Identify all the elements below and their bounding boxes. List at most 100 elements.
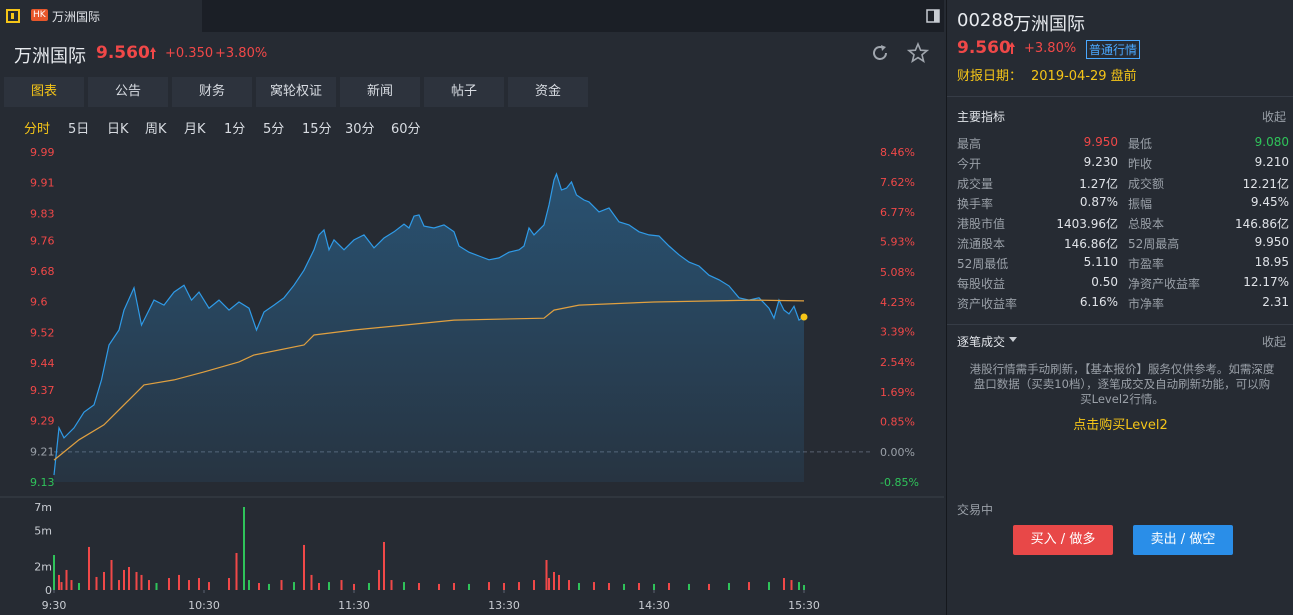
stock-price: 9.560 <box>96 43 150 63</box>
indicator-value: 0.50 <box>1091 275 1118 289</box>
stock-name: 万洲国际 <box>14 46 86 67</box>
nav-tab[interactable]: 资金 <box>508 77 588 107</box>
indicator-label: 最低 <box>1128 137 1153 151</box>
period-tab[interactable]: 周K <box>145 122 167 137</box>
indicator-value: 146.86亿 <box>1235 217 1289 231</box>
indicator-label: 昨收 <box>1128 157 1153 171</box>
volume-bar <box>123 569 125 590</box>
y-tick-label: 9.76 <box>30 234 55 247</box>
volume-bar <box>268 583 270 590</box>
volume-bar <box>228 578 230 590</box>
volume-bar <box>178 574 180 590</box>
sell-button[interactable]: 卖出 / 做空 <box>1133 525 1233 555</box>
indicator-value: 6.16% <box>1079 295 1118 309</box>
volume-bar <box>78 583 80 590</box>
period-tab[interactable]: 60分 <box>391 122 421 137</box>
x-tick-label: 10:30 <box>188 599 220 612</box>
y-tick-label: 5m <box>34 525 52 538</box>
period-tab[interactable]: 15分 <box>302 122 332 137</box>
volume-bar <box>328 582 330 590</box>
nav-tab[interactable]: 帖子 <box>424 77 504 107</box>
nav-tab[interactable]: 图表 <box>4 77 84 107</box>
volume-bar <box>198 578 200 590</box>
volume-bar <box>368 583 370 590</box>
y-tick-label: 9.29 <box>30 415 55 428</box>
tab-label: 万洲国际 <box>52 10 101 24</box>
volume-bar <box>208 582 210 590</box>
indicator-label: 流通股本 <box>957 237 1006 251</box>
up-arrow <box>150 47 156 59</box>
y2-tick-label: 4.23% <box>880 296 915 309</box>
indicator-label: 52周最低 <box>957 257 1009 271</box>
period-tab[interactable]: 30分 <box>345 122 375 137</box>
y2-tick-label: 0.85% <box>880 416 915 429</box>
period-tab[interactable]: 1分 <box>224 122 246 137</box>
level2-link[interactable]: 点击购买Level2 <box>1073 418 1168 433</box>
y-tick-label: 9.68 <box>30 265 55 278</box>
indicator-value: 9.080 <box>1254 135 1289 149</box>
volume-bar <box>558 574 560 590</box>
market-badge: HK <box>31 9 48 21</box>
volume-bar <box>60 582 63 590</box>
volume-bar <box>553 571 555 590</box>
period-tab[interactable]: 5分 <box>263 122 285 137</box>
volume-bar <box>340 580 343 590</box>
report-label: 财报日期： <box>957 69 1023 84</box>
volume-bar <box>248 580 250 590</box>
y-tick-label: 9.91 <box>30 177 55 190</box>
refresh-icon[interactable] <box>870 43 890 63</box>
period-tab[interactable]: 5日 <box>68 122 90 137</box>
volume-bar <box>235 553 238 590</box>
indicator-label: 港股市值 <box>957 217 1006 231</box>
separator <box>947 324 1293 325</box>
volume-bar <box>533 580 535 590</box>
volume-bar <box>243 507 245 590</box>
collapse-link[interactable]: 收起 <box>1261 335 1286 349</box>
x-tick-label: 14:30 <box>638 599 670 612</box>
indicator-label: 今开 <box>957 157 982 171</box>
y-tick-label: 9.13 <box>30 476 55 489</box>
y-tick-label: 9.6 <box>30 296 48 309</box>
buy-button[interactable]: 买入 / 做多 <box>1013 525 1113 555</box>
nav-tab[interactable]: 财务 <box>172 77 252 107</box>
average-line <box>53 299 805 461</box>
volume-bar <box>578 583 580 590</box>
volume-bar <box>728 583 730 590</box>
y2-tick-label: 5.08% <box>880 266 915 279</box>
volume-bar <box>310 574 313 590</box>
y2-tick-label: 5.93% <box>880 236 915 249</box>
price-pct: +3.80% <box>215 46 268 61</box>
collapse-link[interactable]: 收起 <box>1261 110 1286 124</box>
volume-bar <box>653 583 655 590</box>
y-tick-label: 7m <box>34 501 52 514</box>
indicator-label: 振幅 <box>1128 197 1153 211</box>
period-tab[interactable]: 分时 <box>24 122 51 137</box>
report-date: 2019-04-29 盘前 <box>1031 69 1137 84</box>
volume-bar <box>378 569 380 590</box>
stock-tab[interactable]: HK 万洲国际 <box>0 0 202 32</box>
volume-bar <box>135 571 138 590</box>
section-title[interactable]: 逐笔成交 <box>957 335 1006 349</box>
indicator-label: 成交量 <box>957 177 994 191</box>
nav-tab[interactable]: 新闻 <box>340 77 420 107</box>
quote-name: 万洲国际 <box>1013 14 1085 35</box>
quote-badge[interactable]: 普通行情 <box>1086 40 1141 59</box>
volume-bar <box>438 583 440 590</box>
nav-tab[interactable]: 窝轮权证 <box>256 77 336 107</box>
indicator-label: 市盈率 <box>1128 257 1165 271</box>
indicator-label: 成交额 <box>1128 177 1165 191</box>
volume-bar <box>383 541 385 590</box>
indicator-value: 12.17% <box>1243 275 1289 289</box>
indicator-value: 5.110 <box>1083 255 1118 269</box>
period-tab[interactable]: 日K <box>107 122 129 137</box>
panel-toggle[interactable] <box>926 9 940 23</box>
y-tick-label: 9.37 <box>30 384 55 397</box>
y2-tick-label: 2.54% <box>880 356 915 369</box>
nav-tab[interactable]: 公告 <box>88 77 168 107</box>
quote-code: 00288 <box>957 10 1015 31</box>
favorite-icon[interactable] <box>907 42 929 64</box>
period-tab[interactable]: 月K <box>184 122 206 137</box>
volume-bar <box>638 583 640 590</box>
volume-bar <box>58 574 60 590</box>
indicator-label: 资产收益率 <box>957 297 1018 311</box>
